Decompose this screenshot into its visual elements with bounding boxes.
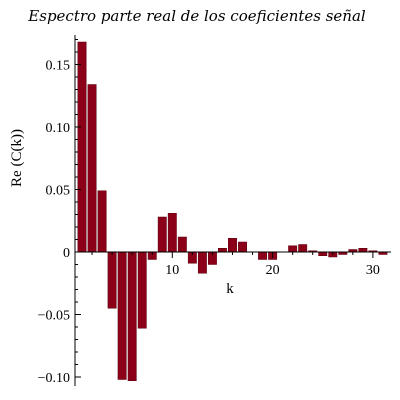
bars-group (77, 41, 388, 381)
x-axis-label: k (226, 281, 234, 297)
bar-k-9 (157, 216, 167, 253)
y-tick-label: 0.05 (46, 184, 71, 199)
bar-k-29 (358, 248, 368, 253)
bar-k-19 (258, 251, 268, 260)
bar-k-1 (77, 41, 87, 253)
bar-k-11 (177, 236, 187, 253)
x-tick-label: 20 (266, 263, 280, 278)
bar-k-16 (228, 238, 237, 253)
bar-k-15 (218, 248, 227, 253)
bar-k-7 (137, 251, 147, 329)
x-tick-label: 30 (366, 263, 380, 278)
bar-k-3 (97, 190, 107, 253)
y-tick-label: 0 (63, 246, 70, 261)
bar-k-4 (107, 251, 117, 309)
bar-k-17 (238, 241, 247, 253)
bar-k-25 (318, 251, 328, 256)
bar-k-22 (288, 245, 298, 253)
bar-k-10 (167, 213, 177, 253)
y-tick-label: 0.15 (46, 59, 71, 74)
axes-group (74, 35, 391, 386)
bar-k-2 (87, 84, 97, 253)
x-tick-label: 10 (165, 263, 179, 278)
y-axis-label: Re (C(k)) (9, 129, 25, 187)
bar-k-13 (197, 251, 207, 274)
chart-title: Espectro parte real de los coeficientes … (27, 7, 366, 25)
y-tick-label: −0.10 (38, 371, 70, 386)
bar-k-6 (127, 251, 137, 381)
bar-k-23 (298, 244, 308, 253)
tick-labels-group: 0.15 0.10 0.05 0 −0.05 −0.10 10 20 30 (38, 59, 380, 387)
y-tick-label: −0.05 (38, 309, 70, 324)
bar-k-5 (117, 251, 127, 380)
y-tick-label: 0.10 (46, 121, 71, 136)
